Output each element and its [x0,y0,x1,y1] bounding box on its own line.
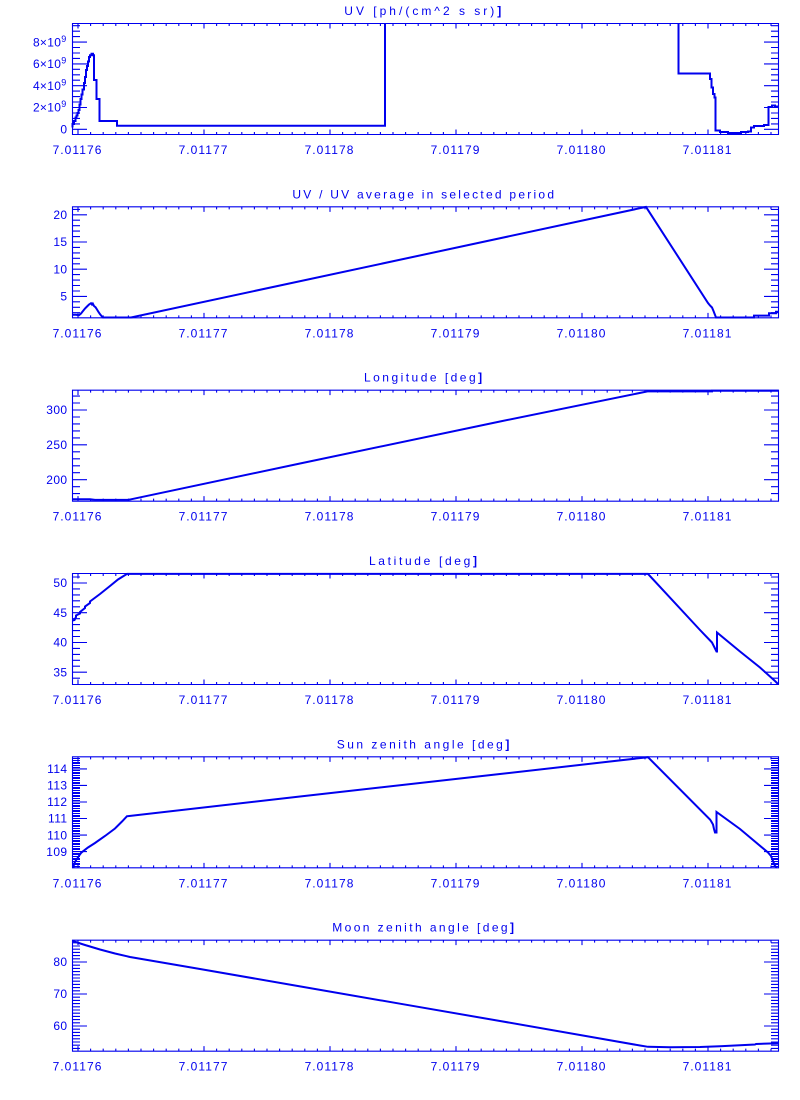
svg-text:4×109: 4×109 [33,77,67,93]
svg-text:112: 112 [47,795,67,809]
svg-text:7.01178: 7.01178 [305,876,355,890]
svg-text:7.01176: 7.01176 [53,693,103,707]
svg-text:7.01176: 7.01176 [53,326,103,340]
svg-text:7.01180: 7.01180 [557,1060,607,1074]
svg-text:7.01178: 7.01178 [305,1060,355,1074]
svg-text:45: 45 [53,606,67,620]
svg-text:7.01177: 7.01177 [179,510,229,524]
svg-text:8×109: 8×109 [33,34,67,50]
svg-text:7.01180: 7.01180 [557,510,607,524]
svg-text:60: 60 [53,1019,67,1033]
svg-text:40: 40 [53,636,67,650]
svg-text:7.01177: 7.01177 [179,1060,229,1074]
svg-text:7.01181: 7.01181 [683,1060,733,1074]
svg-text:7.01176: 7.01176 [53,510,103,524]
svg-text:7.01176: 7.01176 [53,143,103,157]
svg-text:7.01180: 7.01180 [557,143,607,157]
svg-text:250: 250 [46,438,67,452]
svg-text:7.01177: 7.01177 [179,326,229,340]
svg-text:7.01178: 7.01178 [305,326,355,340]
svg-text:UV [ph/(cm^2 s sr)]: UV [ph/(cm^2 s sr)] [344,4,504,18]
svg-text:7.01181: 7.01181 [683,693,733,707]
svg-text:7.01181: 7.01181 [683,510,733,524]
svg-text:7.01179: 7.01179 [431,143,481,157]
svg-text:7.01178: 7.01178 [305,510,355,524]
svg-text:7.01181: 7.01181 [683,876,733,890]
svg-text:Longitude [deg]: Longitude [deg] [364,371,485,385]
svg-text:7.01178: 7.01178 [305,693,355,707]
svg-text:7.01180: 7.01180 [557,326,607,340]
svg-text:7.01179: 7.01179 [431,1060,481,1074]
svg-text:Sun zenith angle [deg]: Sun zenith angle [deg] [337,737,512,751]
svg-text:7.01178: 7.01178 [305,143,355,157]
svg-text:7.01177: 7.01177 [179,876,229,890]
svg-text:7.01181: 7.01181 [683,326,733,340]
svg-text:7.01181: 7.01181 [683,143,733,157]
svg-text:7.01179: 7.01179 [431,876,481,890]
svg-text:109: 109 [46,845,67,859]
svg-text:7.01179: 7.01179 [431,510,481,524]
svg-text:80: 80 [53,955,67,969]
svg-text:0: 0 [60,123,67,137]
svg-text:35: 35 [53,665,67,679]
svg-text:113: 113 [47,779,67,793]
svg-text:6×109: 6×109 [33,56,67,72]
svg-text:7.01180: 7.01180 [557,876,607,890]
svg-text:111: 111 [48,812,67,826]
svg-text:114: 114 [47,762,67,776]
svg-text:110: 110 [47,828,67,842]
svg-text:2×109: 2×109 [33,99,67,115]
svg-text:Latitude [deg]: Latitude [deg] [369,554,480,568]
svg-text:7.01177: 7.01177 [179,693,229,707]
svg-text:20: 20 [53,208,67,222]
svg-text:7.01176: 7.01176 [53,876,103,890]
svg-text:7.01177: 7.01177 [179,143,229,157]
svg-text:7.01179: 7.01179 [431,326,481,340]
svg-text:UV / UV average in selected pe: UV / UV average in selected period [292,187,556,201]
svg-text:7.01176: 7.01176 [53,1060,103,1074]
svg-text:50: 50 [53,576,67,590]
svg-text:10: 10 [53,262,67,276]
svg-text:200: 200 [46,473,67,487]
svg-text:300: 300 [46,403,67,417]
svg-text:70: 70 [53,987,67,1001]
svg-text:15: 15 [53,235,67,249]
svg-text:7.01180: 7.01180 [557,693,607,707]
svg-text:5: 5 [60,290,67,304]
svg-text:7.01179: 7.01179 [431,693,481,707]
svg-text:Moon zenith angle [deg]: Moon zenith angle [deg] [332,921,516,935]
